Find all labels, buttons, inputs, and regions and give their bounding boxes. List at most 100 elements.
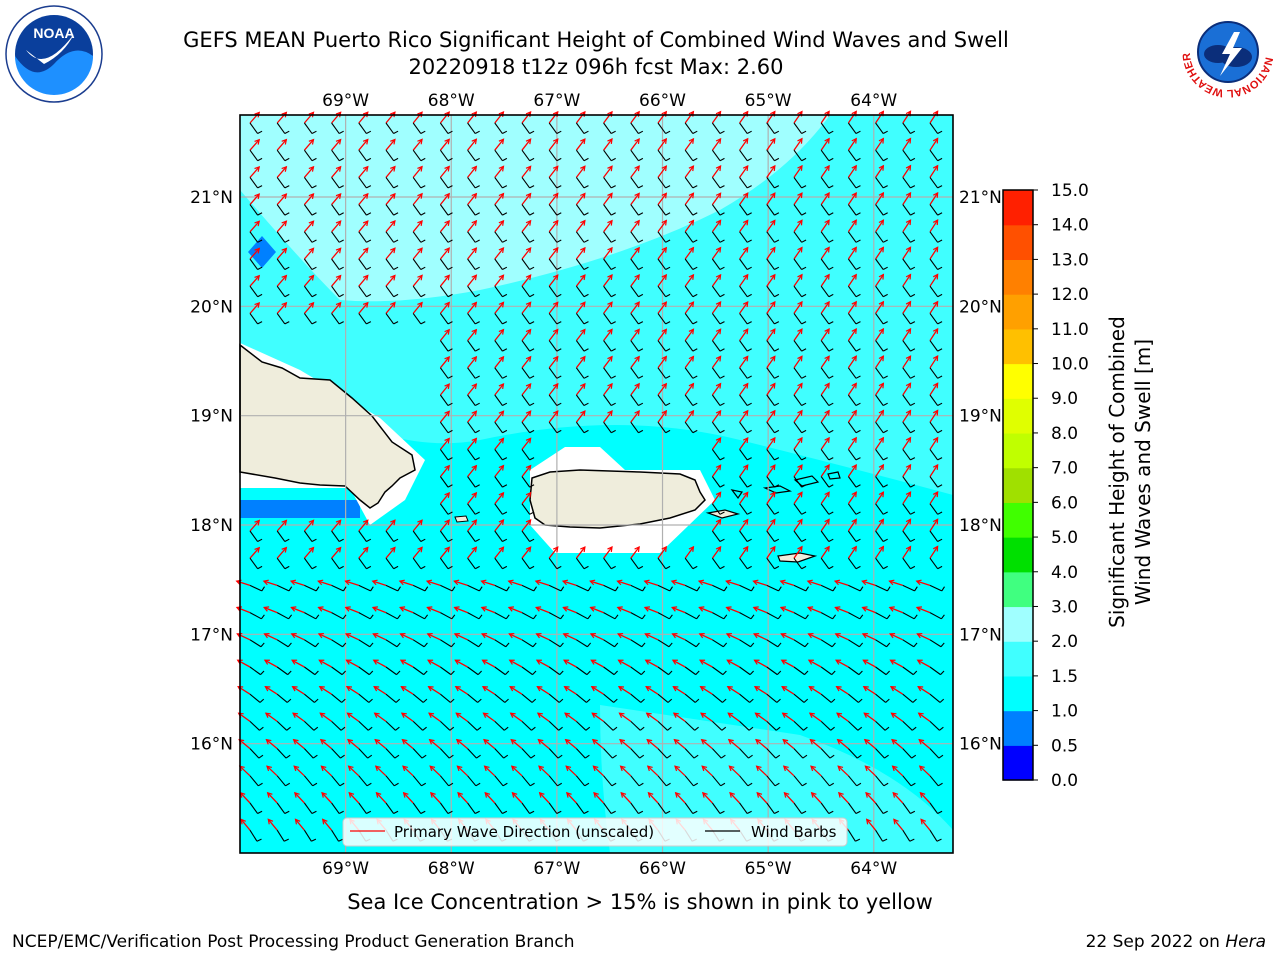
wave-direction-arrowhead (715, 437, 722, 444)
wave-direction-arrowhead (580, 301, 586, 308)
wind-barb (929, 748, 940, 759)
wave-direction-arrowhead (715, 355, 722, 362)
wave-direction-arrowhead (917, 712, 924, 718)
wind-barb-flag (422, 698, 428, 703)
wind-barb-flag (586, 698, 591, 703)
wave-direction-arrowhead (661, 273, 668, 280)
wind-barb-flag (447, 212, 453, 216)
wind-barb (249, 258, 259, 270)
wave-direction-arrowhead (782, 765, 789, 772)
wave-direction-arrowhead (345, 686, 352, 692)
wind-barb-flag (420, 293, 426, 298)
wind-barb (249, 720, 260, 731)
wave-direction-arrowhead (254, 546, 261, 553)
wind-barb (711, 340, 721, 352)
wind-barb (875, 639, 887, 648)
wind-barb-flag (665, 429, 671, 434)
wind-barb-flag (692, 565, 698, 570)
wind-barb-flag (855, 565, 861, 570)
wave-direction-arrowhead (878, 382, 885, 389)
wave-direction-arrowhead (525, 491, 532, 498)
wind-barb (331, 612, 344, 620)
wave-direction-arrowhead (742, 436, 749, 444)
wave-direction-arrow (820, 274, 830, 287)
wind-barb-flag (502, 782, 508, 787)
wind-barb-flag (474, 266, 480, 271)
wave-direction-arrow (929, 274, 939, 287)
wave-direction-arrow (412, 247, 423, 260)
wind-barb-flag (587, 614, 592, 620)
wind-barb-flag (774, 266, 780, 271)
wind-barb (902, 775, 912, 787)
wind-barb (657, 204, 667, 216)
wave-direction-arrow (494, 356, 504, 369)
wind-barb-flag (801, 782, 807, 787)
wind-barb (929, 285, 939, 298)
wind-barb (875, 584, 888, 592)
wind-barb (793, 313, 803, 325)
wind-barb-flag (719, 157, 725, 162)
wave-direction-arrowhead (619, 738, 626, 745)
wave-direction-arrowhead (688, 328, 695, 335)
wave-direction-arrowhead (742, 518, 749, 525)
wave-direction-arrow (400, 633, 414, 641)
wind-barb (820, 177, 830, 189)
wave-direction-arrowhead (700, 712, 707, 718)
wind-barb (793, 340, 803, 352)
wind-barb-flag (478, 642, 483, 648)
wave-direction-arrowhead (932, 273, 939, 280)
wave-direction-arrowhead (634, 246, 640, 253)
wave-band-1-5-south (600, 705, 953, 853)
wind-barb-flag (855, 212, 861, 216)
wind-barb-flag (638, 157, 644, 162)
wave-direction-arrow (494, 465, 504, 478)
wave-direction-arrowhead (755, 738, 762, 745)
wave-direction-arrowhead (824, 300, 830, 307)
wind-barb (249, 149, 259, 162)
wave-direction-arrow (427, 659, 441, 668)
wind-barb (875, 258, 884, 270)
colorbar-tick-label: 1.0 (1051, 702, 1078, 722)
wind-barb (521, 149, 531, 162)
wave-direction-arrowhead (318, 659, 325, 665)
wave-direction-arrowhead (878, 355, 885, 362)
wave-direction-arrow (400, 659, 414, 668)
wave-direction-arrow (467, 410, 477, 423)
wave-direction-arrow (494, 546, 504, 559)
wave-direction-arrow (847, 328, 857, 341)
wave-direction-arrowhead (561, 579, 569, 586)
wind-barb-flag (503, 754, 509, 759)
wave-direction-arrowhead (932, 491, 939, 498)
wind-barb (875, 612, 888, 620)
wind-barb-flag (939, 698, 945, 703)
wave-direction-arrow (847, 301, 857, 314)
wind-barb (548, 612, 561, 620)
wave-direction-arrowhead (254, 247, 261, 254)
wind-barb-flag (502, 185, 508, 189)
wind-barb (249, 775, 259, 787)
wave-direction-arrowhead (783, 791, 790, 798)
wave-direction-arrowhead (471, 491, 478, 498)
legend-barb-label: Wind Barbs (751, 823, 837, 841)
wave-direction-arrow (484, 765, 496, 777)
wind-barb-flag (801, 185, 807, 189)
wave-direction-arrowhead (915, 606, 923, 612)
wave-direction-arrow (711, 437, 722, 450)
wind-barb-flag (695, 642, 700, 648)
wave-direction-arrow (875, 301, 884, 314)
wind-barb-flag (937, 348, 943, 352)
wave-direction-arrow (847, 219, 857, 233)
wind-barb (820, 666, 833, 676)
wave-direction-arrow (811, 792, 822, 804)
wind-barb-flag (559, 642, 564, 648)
wind-barb-flag (855, 511, 861, 515)
wave-direction-arrow (320, 765, 333, 777)
wave-direction-arrowhead (335, 247, 342, 254)
wave-direction-arrowhead (770, 192, 776, 199)
wave-direction-arrowhead (346, 712, 353, 718)
wave-direction-arrow (630, 356, 640, 369)
wind-barb (820, 204, 830, 216)
wind-barb (575, 340, 585, 352)
wave-direction-arrow (820, 464, 830, 477)
wave-direction-arrow (766, 301, 776, 314)
